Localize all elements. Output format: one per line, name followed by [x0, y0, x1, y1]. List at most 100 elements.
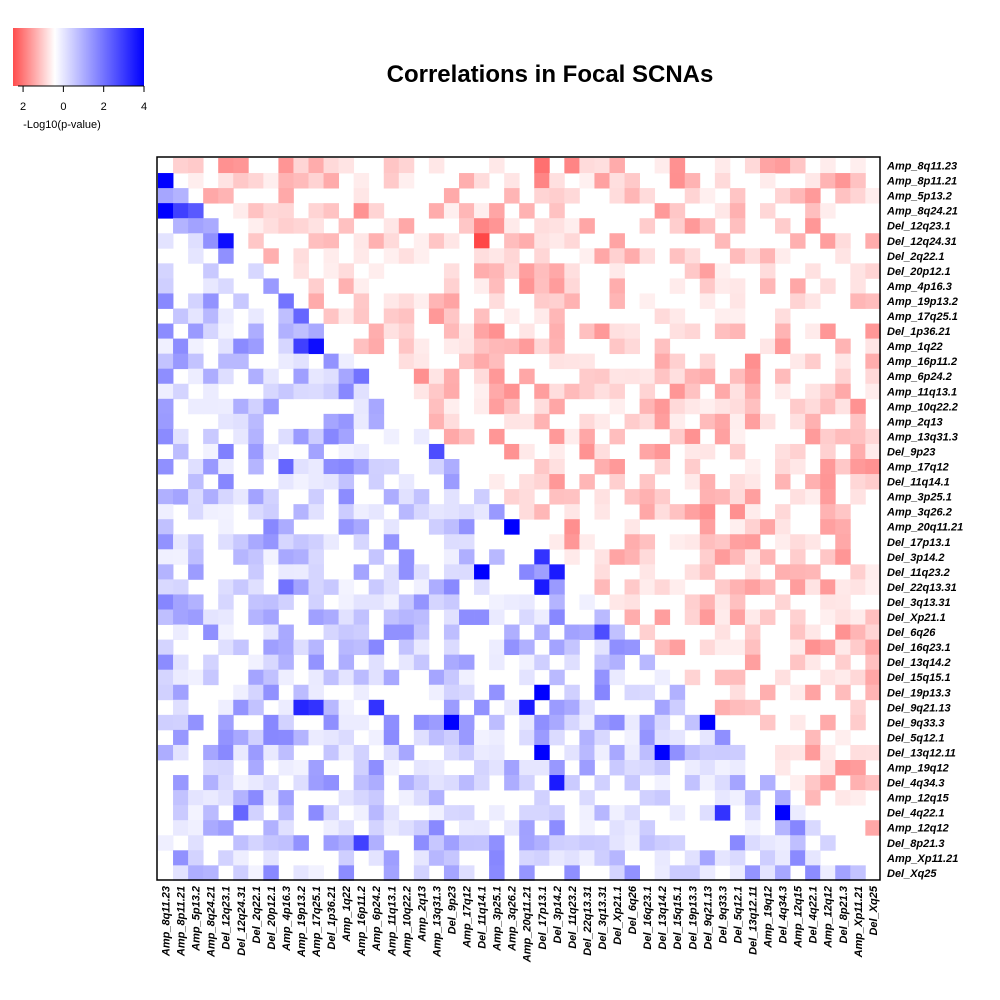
heatmap-cell [714, 489, 731, 505]
heatmap-cell [549, 714, 565, 731]
heatmap-cell [474, 504, 490, 520]
heatmap-cell [474, 609, 490, 625]
heatmap-cell [428, 579, 445, 595]
heatmap-cell [248, 744, 264, 761]
heatmap-cell [203, 323, 219, 339]
heatmap-cell [353, 835, 370, 851]
column-label: Amp_19p13.2 [296, 886, 308, 958]
heatmap-cell [248, 729, 264, 746]
heatmap-cell [338, 368, 355, 385]
heatmap-cell [323, 203, 339, 219]
heatmap-cell [188, 549, 204, 565]
heatmap-cell [353, 744, 370, 761]
heatmap-cell [474, 579, 490, 595]
heatmap-cell [519, 654, 535, 671]
heatmap-cell [248, 549, 264, 565]
heatmap-cell [158, 519, 174, 535]
heatmap-cell [203, 790, 219, 806]
heatmap-cell [398, 639, 415, 656]
heatmap-cell [443, 323, 460, 339]
heatmap-cell [323, 263, 339, 279]
heatmap-cell [398, 594, 415, 610]
heatmap-cell [835, 519, 851, 535]
heatmap-cell [579, 248, 595, 264]
heatmap-cell [639, 188, 656, 204]
heatmap-cell [624, 714, 640, 731]
heatmap-cell [293, 579, 309, 595]
heatmap-cell [203, 775, 219, 791]
heatmap-cell [835, 504, 851, 520]
heatmap-cell [338, 654, 355, 671]
heatmap-cell [248, 684, 264, 701]
column-label: Del_12q23.1 [221, 886, 233, 950]
heatmap-cell [805, 534, 821, 550]
heatmap-cell [308, 579, 324, 595]
heatmap-cell [729, 579, 746, 595]
heatmap-cell [323, 308, 339, 324]
heatmap-cell [564, 353, 580, 370]
heatmap-cell [850, 669, 866, 686]
heatmap-cell [504, 639, 520, 656]
heatmap-cell [459, 669, 475, 686]
heatmap-cell [805, 564, 821, 580]
heatmap-cell [609, 233, 625, 249]
heatmap-cell [308, 203, 324, 219]
heatmap-cell [263, 549, 279, 565]
heatmap-cell [609, 158, 625, 174]
heatmap-cell [368, 594, 385, 610]
heatmap-cell [775, 504, 791, 520]
heatmap-cell [188, 293, 204, 309]
heatmap-cell [263, 850, 279, 866]
heatmap-cell [203, 293, 219, 309]
heatmap-cell [158, 609, 174, 625]
heatmap-cell [413, 760, 430, 776]
heatmap-cell [835, 684, 851, 701]
heatmap-cell [805, 413, 821, 430]
heatmap-cell [564, 744, 580, 761]
heatmap-cell [564, 489, 580, 505]
heatmap-cell [669, 413, 686, 430]
heatmap-cell [293, 639, 309, 656]
heatmap-cell [684, 534, 701, 550]
column-label: Del_22q13.31 [582, 886, 594, 956]
heatmap-cell [474, 383, 490, 400]
heatmap-cell [534, 398, 550, 415]
heatmap-cell [729, 293, 746, 309]
heatmap-cell [188, 368, 204, 385]
heatmap-cell [353, 188, 370, 204]
row-label: Amp_1q22 [886, 341, 943, 353]
heatmap-cell [158, 504, 174, 520]
heatmap-cell [805, 293, 821, 309]
heatmap-cell [308, 428, 324, 445]
heatmap-cell [293, 218, 309, 234]
heatmap-cell [760, 579, 776, 595]
heatmap-cell [760, 549, 776, 565]
heatmap-cell [248, 594, 264, 610]
legend-tick-label: 4 [141, 101, 147, 113]
heatmap-cell [805, 820, 821, 836]
row-label: Amp_13q31.3 [886, 431, 958, 443]
heatmap-cell [760, 850, 776, 866]
heatmap-cell [413, 624, 430, 640]
heatmap-cell [609, 474, 625, 490]
heatmap-cell [744, 865, 761, 881]
heatmap-cell [233, 835, 249, 851]
heatmap-cell [489, 504, 505, 520]
heatmap-cell [248, 790, 264, 806]
heatmap-cell [760, 609, 776, 625]
heatmap-cell [368, 474, 385, 490]
heatmap-cell [383, 534, 400, 550]
row-label: Del_16q23.1 [887, 642, 951, 654]
heatmap-cell [188, 353, 204, 370]
heatmap-cell [519, 850, 535, 866]
heatmap-cell [729, 278, 746, 294]
heatmap-cell [549, 579, 565, 595]
heatmap-cell [669, 323, 686, 339]
heatmap-cell [158, 564, 174, 580]
column-label: Amp_1q22 [341, 886, 353, 943]
heatmap-cell [338, 639, 355, 656]
heatmap-cell [714, 579, 731, 595]
heatmap-cell [519, 489, 535, 505]
heatmap-cell [323, 413, 339, 430]
